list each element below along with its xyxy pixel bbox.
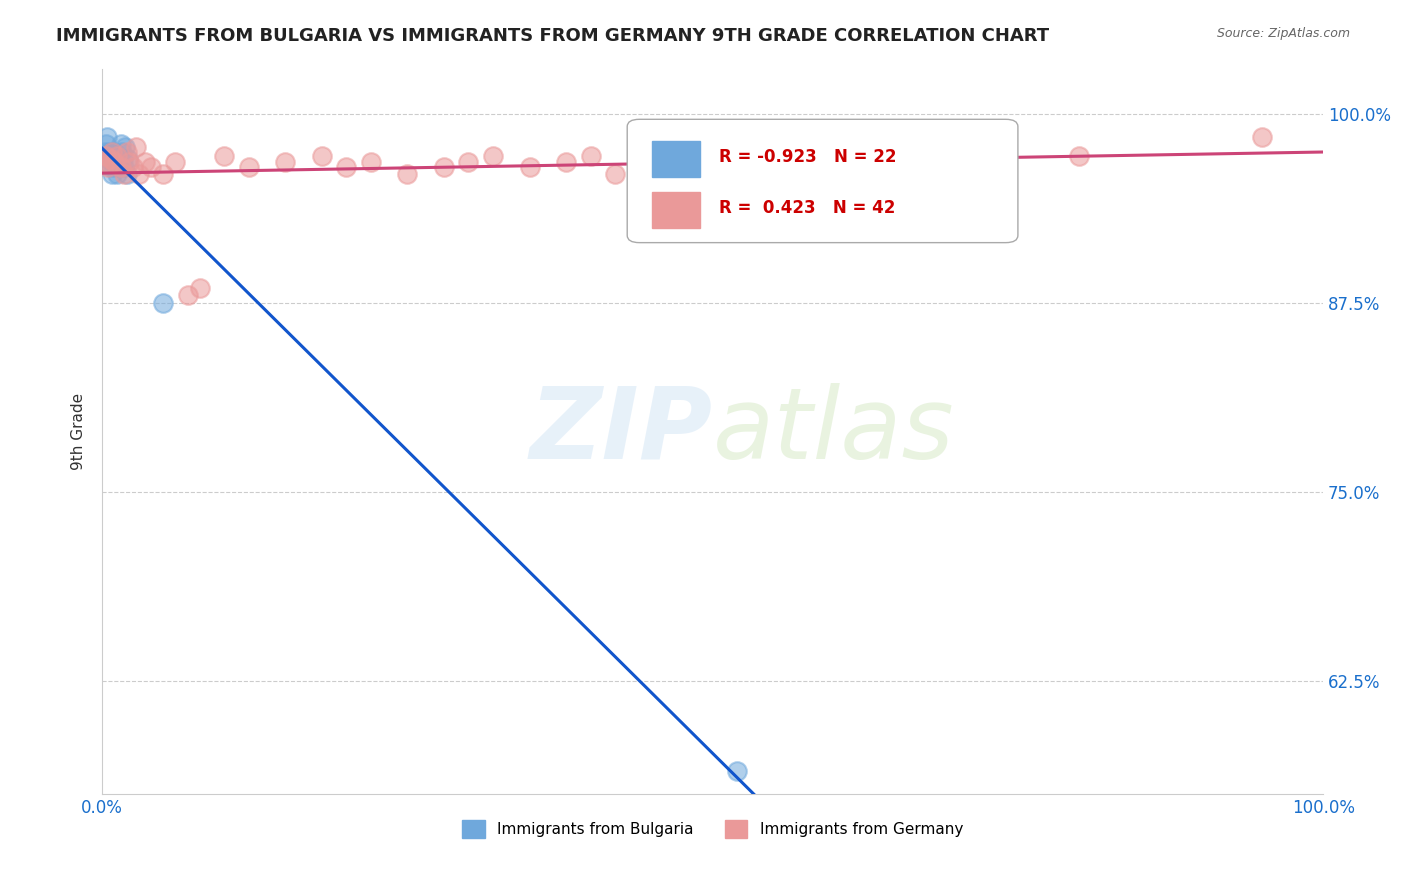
Point (824, 160, 846, 174)
Point (176, 288, 198, 302)
Point (111, 152, 134, 166)
Point (152, 167, 174, 181)
Point (640, 160, 662, 174)
Bar (651, 141, 700, 178)
Point (188, 281, 211, 295)
Point (579, 149, 602, 163)
Point (115, 167, 138, 181)
Point (94, 137, 117, 152)
Point (214, 149, 236, 163)
Point (97, 152, 120, 166)
Point (104, 160, 127, 174)
Point (457, 155, 479, 169)
Point (111, 145, 134, 159)
Point (139, 160, 162, 174)
Point (107, 149, 129, 163)
Point (100, 160, 122, 174)
Point (134, 155, 156, 169)
Point (112, 160, 135, 174)
Point (101, 145, 124, 159)
Text: Source: ZipAtlas.com: Source: ZipAtlas.com (1216, 27, 1350, 40)
Point (98, 145, 121, 159)
Text: R = -0.923   N = 22: R = -0.923 N = 22 (718, 148, 896, 166)
Point (1251, 129, 1274, 144)
Point (555, 155, 578, 169)
Point (118, 155, 141, 169)
Point (482, 149, 505, 163)
Point (101, 167, 124, 181)
Point (93, 145, 115, 159)
Point (117, 152, 139, 166)
Point (96, 129, 118, 144)
Point (678, 155, 700, 169)
Text: ZIP: ZIP (530, 383, 713, 480)
Point (114, 140, 136, 154)
Point (103, 145, 125, 159)
Y-axis label: 9th Grade: 9th Grade (72, 392, 86, 470)
Point (396, 167, 419, 181)
Point (238, 160, 260, 174)
Point (311, 149, 333, 163)
Point (93, 155, 115, 169)
Point (152, 295, 174, 310)
Point (603, 167, 626, 181)
Point (105, 149, 128, 163)
Point (128, 167, 150, 181)
Point (274, 155, 297, 169)
Point (335, 160, 357, 174)
Point (105, 167, 128, 181)
Point (519, 160, 541, 174)
Legend: Immigrants from Bulgaria, Immigrants from Germany: Immigrants from Bulgaria, Immigrants fro… (456, 814, 969, 845)
Point (103, 155, 125, 169)
Text: R =  0.423   N = 42: R = 0.423 N = 42 (718, 199, 896, 217)
Point (702, 149, 724, 163)
Point (762, 167, 785, 181)
Point (1067, 149, 1090, 163)
Point (725, 764, 748, 779)
Point (108, 155, 131, 169)
Bar (651, 192, 700, 228)
Point (360, 155, 382, 169)
Point (97, 160, 120, 174)
Point (110, 160, 132, 174)
Point (125, 140, 148, 154)
Point (165, 155, 187, 169)
Point (115, 145, 138, 159)
Point (121, 160, 143, 174)
Point (100, 152, 122, 166)
Text: atlas: atlas (713, 383, 955, 480)
Point (946, 155, 969, 169)
Point (94, 149, 117, 163)
Point (103, 152, 125, 166)
FancyBboxPatch shape (627, 120, 1018, 243)
Text: IMMIGRANTS FROM BULGARIA VS IMMIGRANTS FROM GERMANY 9TH GRADE CORRELATION CHART: IMMIGRANTS FROM BULGARIA VS IMMIGRANTS F… (56, 27, 1049, 45)
Point (433, 160, 456, 174)
Point (112, 167, 135, 181)
Point (110, 137, 132, 152)
